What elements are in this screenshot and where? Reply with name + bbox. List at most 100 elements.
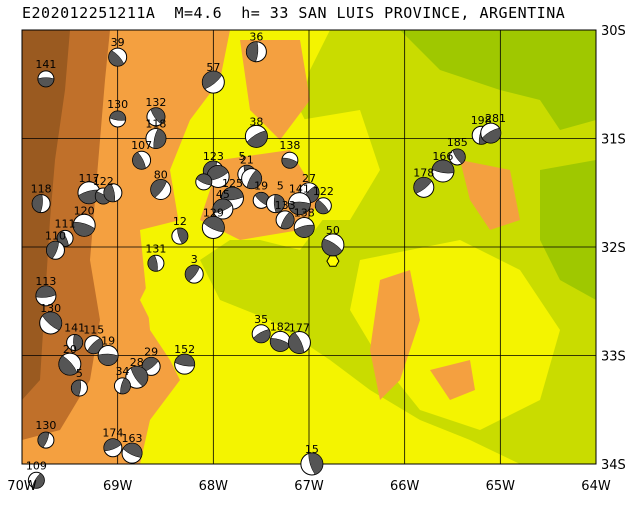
beachball-45[interactable] (266, 194, 286, 214)
beachball-117[interactable] (77, 181, 101, 205)
beachball-141b[interactable] (287, 192, 311, 216)
beachball-compression (185, 264, 200, 282)
beachball-39[interactable] (108, 47, 128, 67)
beachball-28[interactable] (125, 365, 149, 389)
beachball-compression (150, 179, 167, 198)
beachball-152[interactable] (174, 353, 196, 375)
beachball-19[interactable] (252, 191, 270, 209)
beachball-129[interactable] (201, 215, 225, 239)
beachball-36[interactable] (245, 41, 267, 63)
beachball-38[interactable] (244, 124, 268, 148)
event-label: 113 (35, 275, 56, 288)
longitude-label: 70W (7, 479, 37, 494)
beachball-compression (280, 211, 295, 230)
beachball-185[interactable] (448, 148, 466, 166)
beachball-138[interactable] (281, 151, 299, 169)
beachball-50[interactable] (321, 233, 345, 257)
event-label: 27 (302, 172, 316, 185)
beachball-compression (246, 130, 268, 148)
latitude-labels: 30S 31S 32S 33S 34S (601, 24, 626, 473)
beachball-131[interactable] (147, 254, 165, 272)
event-label: 117 (78, 172, 99, 185)
event-label: 152 (174, 343, 195, 356)
beachball-35[interactable] (251, 324, 271, 344)
event-label: 131 (145, 242, 166, 255)
beachball-compression (147, 255, 158, 272)
beachball-3[interactable] (184, 264, 204, 284)
beachball-120[interactable] (103, 183, 123, 203)
beachball-130[interactable] (109, 110, 127, 128)
beachball-compression (130, 366, 148, 387)
beachball-110[interactable] (45, 240, 65, 260)
beachball-compression (153, 128, 167, 149)
beachball-5[interactable] (195, 173, 213, 191)
beachball-compression (97, 353, 119, 366)
terrain-high-andes (22, 30, 70, 400)
event-label: 21 (240, 153, 254, 166)
beachball-compression (46, 241, 59, 259)
beachball-163[interactable] (121, 442, 143, 464)
beachball-107[interactable] (132, 150, 152, 170)
beachball-111[interactable] (56, 229, 74, 247)
beachball-compression (315, 199, 330, 214)
beachball-121[interactable] (241, 168, 263, 190)
event-label: 138 (279, 139, 300, 152)
beachball-15[interactable] (300, 452, 324, 476)
event-label: 118 (31, 183, 52, 196)
beachball-178[interactable] (413, 176, 435, 198)
event-label: 185 (447, 136, 468, 149)
beachball-120b[interactable] (72, 213, 96, 237)
beachball-141[interactable] (37, 70, 55, 88)
beachball-57[interactable] (201, 70, 225, 94)
event-label: 38 (249, 115, 263, 128)
event-label: 129 (203, 206, 224, 219)
event-label: 19 (101, 335, 115, 348)
event-label: 35 (254, 313, 268, 326)
beachball-20[interactable] (58, 352, 82, 376)
event-label: 110 (45, 229, 66, 242)
beachball-compression (212, 198, 233, 214)
event-label: 141 (64, 321, 85, 334)
beachball-130b[interactable] (39, 311, 63, 335)
beachball-29[interactable] (141, 356, 161, 376)
beachball-5b[interactable] (70, 379, 88, 397)
beachball-174[interactable] (103, 438, 123, 458)
beachball-115[interactable] (84, 335, 104, 355)
beachball-113[interactable] (35, 285, 57, 307)
beachball-compression (431, 159, 455, 174)
beachball-141c[interactable] (66, 333, 84, 351)
beachball-compression (221, 186, 244, 201)
beachball-compression (174, 354, 195, 367)
beachball-166[interactable] (431, 159, 455, 183)
beachball-12[interactable] (171, 227, 189, 245)
beachball-118[interactable] (145, 128, 167, 149)
latitude-label: 32S (601, 241, 626, 256)
beachball-182[interactable] (269, 330, 291, 352)
beachball-118b[interactable] (31, 194, 51, 214)
beachball-compression (73, 334, 83, 351)
event-label: 163 (122, 432, 143, 445)
terrain-dark-green-2 (540, 160, 596, 300)
beachball-281[interactable] (480, 122, 502, 144)
beachball-133[interactable] (275, 210, 295, 230)
beachball-compression (196, 173, 212, 186)
beachball-132[interactable] (146, 107, 166, 127)
event-label: 198 (471, 114, 492, 127)
beachball-122b[interactable] (314, 197, 332, 215)
beachball-109[interactable] (27, 471, 45, 489)
beachball-compression (141, 357, 159, 373)
event-label: 29 (144, 345, 158, 358)
event-label: 39 (111, 36, 125, 49)
event-label: 132 (145, 96, 166, 109)
beachball-45b[interactable] (212, 198, 234, 220)
beachball-177[interactable] (287, 330, 311, 354)
event-label: 138 (294, 206, 315, 219)
beachball-130c[interactable] (37, 431, 55, 449)
beachball-138b[interactable] (293, 216, 315, 238)
beachball-19b[interactable] (97, 345, 119, 366)
beachball-compression (481, 127, 502, 144)
beachball-80[interactable] (150, 178, 172, 200)
event-label: 133 (275, 199, 296, 212)
beachball-34[interactable] (113, 377, 131, 395)
